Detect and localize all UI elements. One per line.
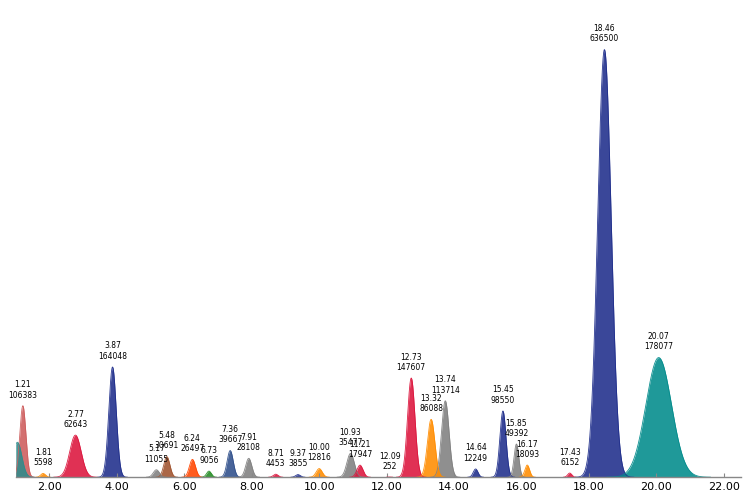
- Text: 17.43
6152: 17.43 6152: [559, 448, 580, 467]
- Text: 5.48
30691: 5.48 30691: [154, 431, 179, 451]
- Text: 1.81
5598: 1.81 5598: [34, 448, 53, 468]
- Text: 5.17
11055: 5.17 11055: [144, 444, 169, 464]
- Text: 7.91
28108: 7.91 28108: [237, 433, 261, 452]
- Text: 13.32
86088: 13.32 86088: [419, 394, 443, 413]
- Text: 6.73
9056: 6.73 9056: [200, 446, 219, 465]
- Text: 9.37
3855: 9.37 3855: [288, 449, 308, 469]
- Text: 15.45
98550: 15.45 98550: [490, 385, 515, 405]
- Text: 10.00
12816: 10.00 12816: [308, 443, 332, 463]
- Text: 13.74
113714: 13.74 113714: [430, 375, 460, 395]
- Text: 2.77
62643: 2.77 62643: [63, 410, 88, 429]
- Text: 20.07
178077: 20.07 178077: [644, 332, 674, 351]
- Text: 3.87
164048: 3.87 164048: [98, 341, 127, 361]
- Text: 11.21
17947: 11.21 17947: [348, 440, 372, 459]
- Text: 14.64
12249: 14.64 12249: [464, 444, 488, 463]
- Text: 7.36
39667: 7.36 39667: [218, 425, 242, 445]
- Text: 8.71
4453: 8.71 4453: [266, 449, 286, 468]
- Text: 10.93
35477: 10.93 35477: [338, 428, 363, 447]
- Text: 6.24
26497: 6.24 26497: [180, 434, 205, 453]
- Text: 15.85
49392: 15.85 49392: [504, 419, 529, 438]
- Text: 12.09
252: 12.09 252: [379, 452, 400, 471]
- Text: 1.21
106383: 1.21 106383: [8, 380, 38, 400]
- Text: 12.73
147607: 12.73 147607: [397, 352, 426, 372]
- Text: 18.46
636500: 18.46 636500: [590, 24, 619, 43]
- Text: 16.17
18093: 16.17 18093: [515, 440, 539, 459]
